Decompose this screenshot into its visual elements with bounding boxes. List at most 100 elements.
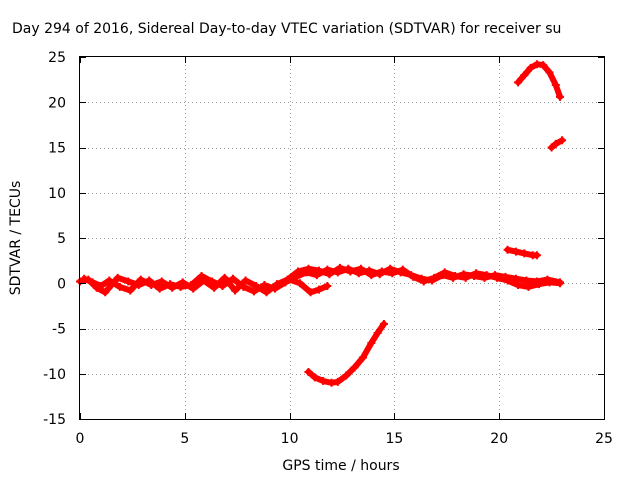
data-point-marker [547,143,556,152]
y-tick-label: 25 [48,50,66,66]
y-tick-label: 5 [57,231,66,247]
data-point-marker [461,273,470,282]
data-point-marker [241,276,250,285]
y-tick-label: -15 [43,412,66,428]
data-point-marker [555,279,564,288]
data-point-marker [558,136,567,145]
data-point-marker [105,276,114,285]
data-point-marker [319,376,328,385]
data-point-marker [377,267,386,276]
data-point-marker [124,277,133,286]
data-point-marker [296,279,305,288]
data-point-marker [493,273,502,282]
data-point-marker [168,283,177,292]
data-point-marker [419,277,428,286]
series-positive-step [503,245,541,260]
axis-ticks: 0 5 10 15 20 25 -15 -10 -5 0 5 10 15 20 25 [43,50,613,447]
data-point-marker [367,338,376,347]
data-point-marker [262,288,271,297]
chart-title: Day 294 of 2016, Sidereal Day-to-day VTE… [12,21,561,37]
x-tick-label: 0 [76,431,85,447]
data-point-marker [526,63,535,72]
data-point-marker [522,276,531,285]
data-point-marker [285,275,294,284]
data-point-marker [304,264,313,273]
x-axis-label: GPS time / hours [282,458,399,474]
y-tick-label: 15 [48,141,66,157]
data-point-marker [367,271,376,280]
data-point-marker [314,266,323,275]
data-point-marker [350,363,359,372]
data-point-marker [532,251,541,260]
data-point-marker [178,278,187,287]
data-point-marker [273,280,282,289]
data-point-marker [379,319,388,328]
data-point-marker [306,288,315,297]
data-point-marker [157,277,166,286]
data-point-marker [314,285,323,294]
series-dip-branch [285,275,332,297]
data-point-marker [325,270,334,279]
y-tick-label: -5 [52,322,66,338]
data-point-marker [229,274,238,283]
data-point-marker [220,273,229,282]
data-point-marker [199,276,208,285]
x-tick-label: 25 [595,431,613,447]
x-tick-label: 10 [281,431,299,447]
data-point-marker [551,139,560,148]
data-point-marker [524,282,533,291]
y-tick-label: 0 [57,276,66,292]
data-point-marker [147,281,156,290]
data-point-marker [514,78,523,87]
data-point-marker [539,61,548,70]
data-point-marker [388,269,397,278]
data-point-marker [304,367,313,376]
series-high-segment [547,136,567,152]
data-point-marker [136,275,145,284]
data-point-marker [472,269,481,278]
data-point-marker [398,265,407,274]
x-tick-label: 15 [385,431,403,447]
x-tick-label: 20 [490,431,508,447]
data-point-marker [335,263,344,272]
data-point-marker [88,278,97,287]
data-point-marker [113,273,122,282]
data-point-marker [293,267,302,276]
data-point-marker [356,264,365,273]
data-point-marker [358,353,367,362]
data-point-marker [115,282,124,291]
series-high-arc [514,60,564,101]
data-point-marker [482,271,491,280]
data-point-marker [520,71,529,80]
data-point-marker [503,276,512,285]
data-point-marker [323,281,332,290]
y-tick-label: 20 [48,95,66,111]
data-point-marker [252,281,261,290]
plot-frame [79,56,605,420]
data-point-marker [101,288,110,297]
data-point-marker [555,92,564,101]
y-tick-label: 10 [48,186,66,202]
data-point-marker [155,284,164,293]
data-point-marker [346,267,355,276]
data-series [76,60,567,387]
data-point-marker [545,68,554,77]
data-point-marker [503,245,512,254]
data-point-marker [520,249,529,258]
data-point-marker [210,283,219,292]
data-point-marker [333,377,342,386]
data-point-marker [511,247,520,256]
data-point-marker [545,278,554,287]
data-point-marker [451,272,460,281]
data-point-marker [80,274,89,283]
data-point-marker [126,286,135,295]
data-point-marker [409,272,418,281]
y-axis-label: SDTVAR / TECUs [8,181,24,296]
y-tick-label: -10 [43,367,66,383]
data-point-marker [373,329,382,338]
data-point-marker [440,268,449,277]
data-point-marker [535,280,544,289]
data-point-marker [551,81,560,90]
